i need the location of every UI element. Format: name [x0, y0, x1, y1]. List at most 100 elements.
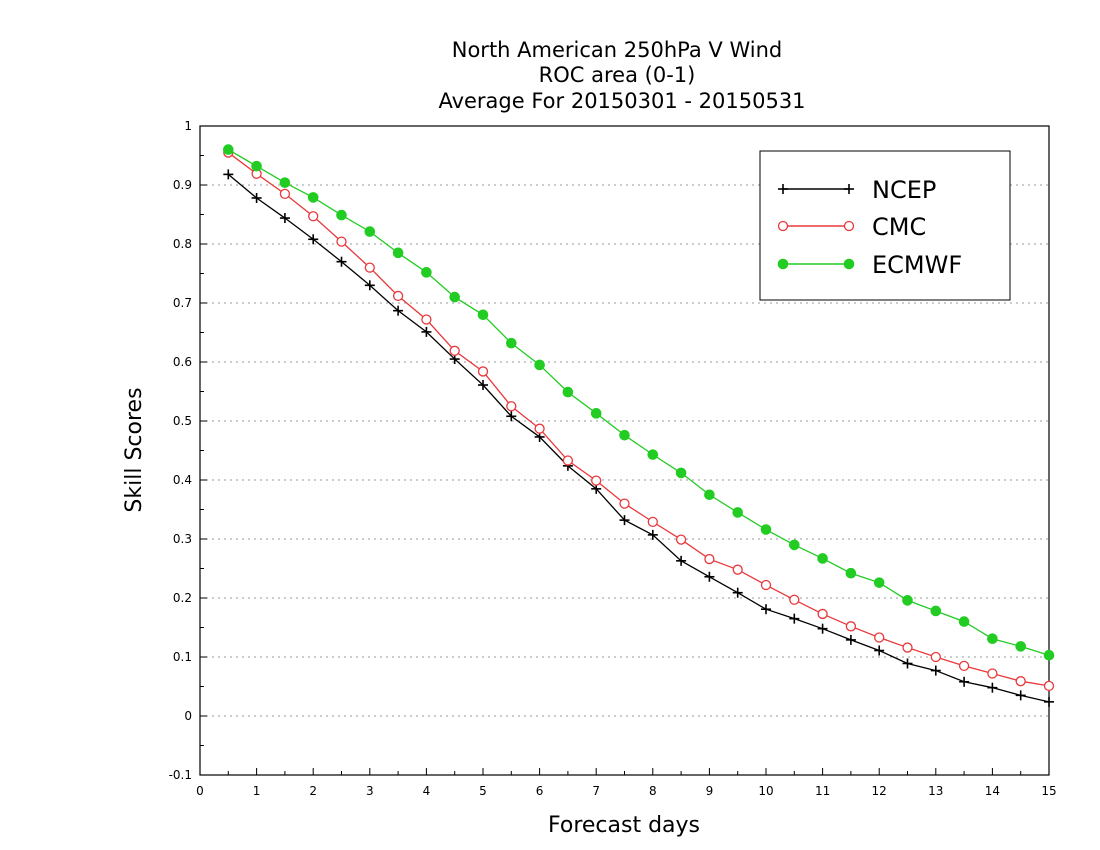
point-cmc: [477, 366, 489, 377]
y-tick-label: 0.8: [173, 237, 192, 251]
y-tick-label: 0.4: [173, 473, 192, 487]
point-ncep: [704, 571, 715, 582]
title-line-3: Average For 20150301 - 20150531: [438, 89, 805, 113]
point-ncep: [506, 411, 517, 422]
point-ecmwf: [279, 177, 291, 188]
point-ncep: [987, 682, 998, 693]
point-ncep: [817, 623, 828, 634]
point-cmc: [1043, 680, 1055, 692]
point-cmc: [591, 475, 602, 486]
point-ecmwf: [1015, 641, 1027, 652]
point-ecmwf: [958, 616, 970, 627]
point-cmc: [421, 314, 432, 325]
x-tick-label: 1: [253, 784, 261, 798]
y-tick-label: 0.6: [173, 355, 192, 369]
x-tick-label: 13: [928, 784, 943, 798]
point-ecmwf: [619, 429, 630, 441]
x-tick-label: 8: [649, 784, 657, 798]
point-cmc: [647, 516, 658, 528]
x-tick-label: 14: [985, 784, 1000, 798]
point-cmc: [619, 498, 630, 509]
point-ecmwf: [675, 467, 687, 479]
series-ecmwf: [223, 144, 1055, 661]
point-cmc: [874, 632, 885, 643]
point-ncep: [845, 634, 856, 645]
point-ecmwf: [1043, 649, 1055, 661]
point-cmc: [930, 651, 941, 663]
point-ecmwf: [336, 209, 347, 221]
point-ncep: [308, 234, 319, 245]
title-line-1: North American 250hPa V Wind: [452, 38, 783, 62]
point-cmc: [364, 262, 375, 273]
point-ecmwf: [732, 507, 744, 518]
point-ncep: [619, 515, 630, 526]
point-ecmwf: [364, 226, 376, 237]
point-ecmwf: [987, 633, 998, 645]
x-tick-label: 6: [536, 784, 544, 798]
y-tick-label: -0.1: [169, 768, 192, 782]
point-ncep: [761, 604, 771, 615]
point-cmc: [1015, 676, 1026, 687]
point-ncep: [1015, 690, 1026, 701]
x-tick-label: 2: [309, 784, 317, 798]
point-ncep: [732, 587, 743, 598]
legend-item-ncep: NCEP: [778, 176, 936, 204]
y-tick-label: 1: [184, 119, 192, 133]
point-cmc: [675, 534, 687, 545]
point-ncep: [393, 305, 404, 316]
point-ncep: [676, 555, 687, 566]
point-cmc: [902, 642, 913, 653]
point-cmc: [789, 594, 800, 605]
point-ecmwf: [506, 337, 517, 349]
legend-marker-ncep: [844, 184, 854, 194]
point-ecmwf: [449, 291, 461, 303]
x-tick-label: 3: [366, 784, 374, 798]
point-cmc: [958, 660, 970, 671]
point-ecmwf: [251, 160, 262, 172]
legend-marker-cmc: [843, 220, 855, 232]
x-tick-label: 9: [706, 784, 714, 798]
point-ncep: [959, 676, 970, 687]
point-ncep: [874, 645, 885, 656]
x-tick-label: 7: [592, 784, 600, 798]
point-ecmwf: [647, 449, 659, 460]
point-cmc: [760, 579, 772, 591]
point-cmc: [506, 401, 517, 412]
point-ecmwf: [477, 309, 489, 321]
point-ecmwf: [845, 567, 857, 579]
point-ncep: [336, 256, 347, 267]
legend-label-cmc: CMC: [872, 213, 926, 241]
legend-label-ecmwf: ECMWF: [872, 251, 962, 279]
x-tick-label: 15: [1041, 784, 1056, 798]
x-axis: 0 1 2 3 4 5 6 7 8 9 10 11 12 13 14 15: [196, 768, 1057, 798]
point-ncep: [279, 213, 290, 224]
x-tick-label: 12: [872, 784, 887, 798]
y-axis-label: Skill Scores: [122, 387, 147, 512]
series-group: [223, 144, 1055, 707]
y-tick-label: 0.7: [173, 296, 192, 310]
point-ecmwf: [930, 605, 942, 617]
point-ecmwf: [307, 192, 319, 203]
point-cmc: [336, 236, 347, 247]
y-tick-label: 0.1: [173, 650, 192, 664]
point-cmc: [279, 188, 291, 200]
point-ncep: [364, 280, 375, 291]
point-ncep: [789, 613, 800, 624]
y-tick-label: 0.2: [173, 591, 192, 605]
point-ecmwf: [789, 539, 800, 551]
point-ecmwf: [421, 267, 432, 278]
point-ecmwf: [534, 359, 545, 371]
point-ncep: [902, 658, 913, 669]
point-ecmwf: [873, 577, 885, 588]
point-ncep: [1044, 696, 1054, 707]
legend-marker-ecmwf: [843, 258, 855, 270]
point-cmc: [704, 553, 715, 565]
y-tick-label: 0.3: [173, 532, 192, 546]
y-tick-label: 0.9: [173, 178, 192, 192]
y-tick-label: 0.5: [173, 414, 192, 428]
point-cmc: [732, 564, 743, 575]
y-tick-label: 0: [184, 709, 192, 723]
point-ecmwf: [562, 386, 574, 398]
point-ecmwf: [817, 553, 828, 564]
